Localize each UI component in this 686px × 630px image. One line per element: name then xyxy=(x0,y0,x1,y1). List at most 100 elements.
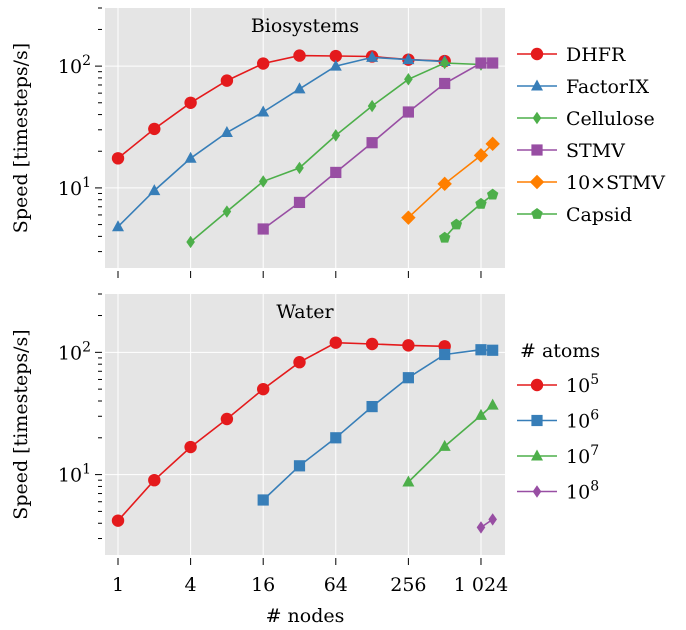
data-point xyxy=(293,356,306,369)
data-point xyxy=(473,148,489,163)
legend-marker xyxy=(531,449,543,461)
legend-label: DHFR xyxy=(566,44,626,66)
data-point xyxy=(222,205,232,218)
panel-title: Biosystems xyxy=(251,15,359,37)
data-point xyxy=(486,188,499,200)
data-point xyxy=(438,231,451,243)
data-point xyxy=(329,49,342,63)
series-105 xyxy=(111,336,451,527)
data-point xyxy=(257,494,269,506)
data-point xyxy=(148,184,161,196)
data-point xyxy=(256,57,270,70)
data-point xyxy=(293,460,306,472)
legend-marker xyxy=(531,79,543,91)
data-point xyxy=(438,439,451,451)
legend-label: 107 xyxy=(566,443,599,468)
data-point xyxy=(402,53,415,65)
legend-item: STMV xyxy=(517,140,625,162)
y-tick-label: 102 xyxy=(58,53,91,78)
data-point xyxy=(437,176,452,192)
data-point xyxy=(295,161,304,175)
legend-marker xyxy=(532,485,542,498)
x-tick-label: 64 xyxy=(324,574,348,596)
data-point xyxy=(184,96,197,109)
legend: # atoms 105 106 107 108 xyxy=(517,340,600,504)
data-point xyxy=(184,151,197,163)
series-line xyxy=(262,348,493,501)
data-point xyxy=(258,175,268,188)
legend-label: Cellulose xyxy=(566,108,655,130)
legend-label: 106 xyxy=(566,408,599,433)
series-106 xyxy=(257,344,499,506)
data-point xyxy=(220,126,233,138)
data-point xyxy=(184,440,197,454)
data-point xyxy=(402,339,415,352)
data-point xyxy=(331,129,341,142)
legend-label: 10×STMV xyxy=(566,172,665,194)
x-tick-label: 4 xyxy=(185,574,197,596)
data-point xyxy=(111,152,125,165)
data-point xyxy=(402,475,415,487)
x-axis-label: # nodes xyxy=(266,605,345,627)
data-point xyxy=(256,382,270,396)
legend-item: Capsid xyxy=(517,204,632,226)
data-point xyxy=(111,514,125,527)
legend-title: # atoms xyxy=(520,340,600,362)
data-point xyxy=(366,50,379,62)
legend-item: DHFR xyxy=(517,44,626,66)
data-point xyxy=(365,337,379,351)
plot-area xyxy=(105,294,505,555)
data-point xyxy=(366,137,378,149)
y-axis-label: Speed [timesteps/s] xyxy=(10,43,32,233)
data-point xyxy=(439,348,451,361)
data-point xyxy=(148,473,161,487)
legend-item: 106 xyxy=(517,408,599,433)
legend-label: STMV xyxy=(566,140,625,162)
series-capsid xyxy=(438,188,499,243)
data-point xyxy=(257,223,269,235)
biosystems-panel: 101 102 Speed [timesteps/s] Biosystems DHFR F… xyxy=(10,7,665,278)
data-point xyxy=(367,99,377,113)
y-axis-label: Speed [timesteps/s] xyxy=(10,329,32,519)
data-point xyxy=(293,82,306,94)
series-line xyxy=(117,341,445,522)
data-point xyxy=(220,74,234,87)
x-tick-label: 256 xyxy=(390,574,426,596)
data-point xyxy=(488,513,497,526)
legend-item: 10×STMV xyxy=(517,172,665,194)
legend-item: 107 xyxy=(517,443,599,468)
data-point xyxy=(402,106,414,118)
legend-label: 108 xyxy=(566,479,599,504)
series-cellulose xyxy=(186,56,486,249)
y-tick-label: 101 xyxy=(58,462,91,487)
legend: DHFR FactorIX Cellulose STMV 10×STMV Capsid xyxy=(517,44,665,226)
series-10xstmv xyxy=(401,136,500,225)
y-tick-label: 102 xyxy=(58,339,91,364)
series-line xyxy=(444,194,494,239)
data-point xyxy=(450,218,463,230)
data-point xyxy=(487,57,499,69)
water-panel: 101 102 1 4 16 64 256 1 024 Speed [timesteps/s] W… xyxy=(10,293,600,596)
legend-item: FactorIX xyxy=(517,76,650,98)
series-line xyxy=(407,404,494,483)
data-point xyxy=(402,372,414,384)
data-point xyxy=(475,197,487,209)
data-point xyxy=(148,122,161,136)
legend-marker xyxy=(531,208,543,219)
x-tick-label: 1 024 xyxy=(454,574,508,596)
data-point xyxy=(257,105,270,117)
data-point xyxy=(487,344,499,356)
data-point xyxy=(486,398,499,410)
legend-label: FactorIX xyxy=(566,76,650,98)
data-point xyxy=(293,196,306,209)
legend-marker xyxy=(530,378,544,392)
legend-marker xyxy=(530,47,544,61)
series-108 xyxy=(476,513,497,534)
x-tick-label: 16 xyxy=(251,574,275,596)
plot-area xyxy=(105,8,505,268)
data-point xyxy=(330,432,342,444)
data-point xyxy=(439,77,451,90)
y-tick-label: 101 xyxy=(58,175,91,200)
series-line xyxy=(117,56,445,228)
